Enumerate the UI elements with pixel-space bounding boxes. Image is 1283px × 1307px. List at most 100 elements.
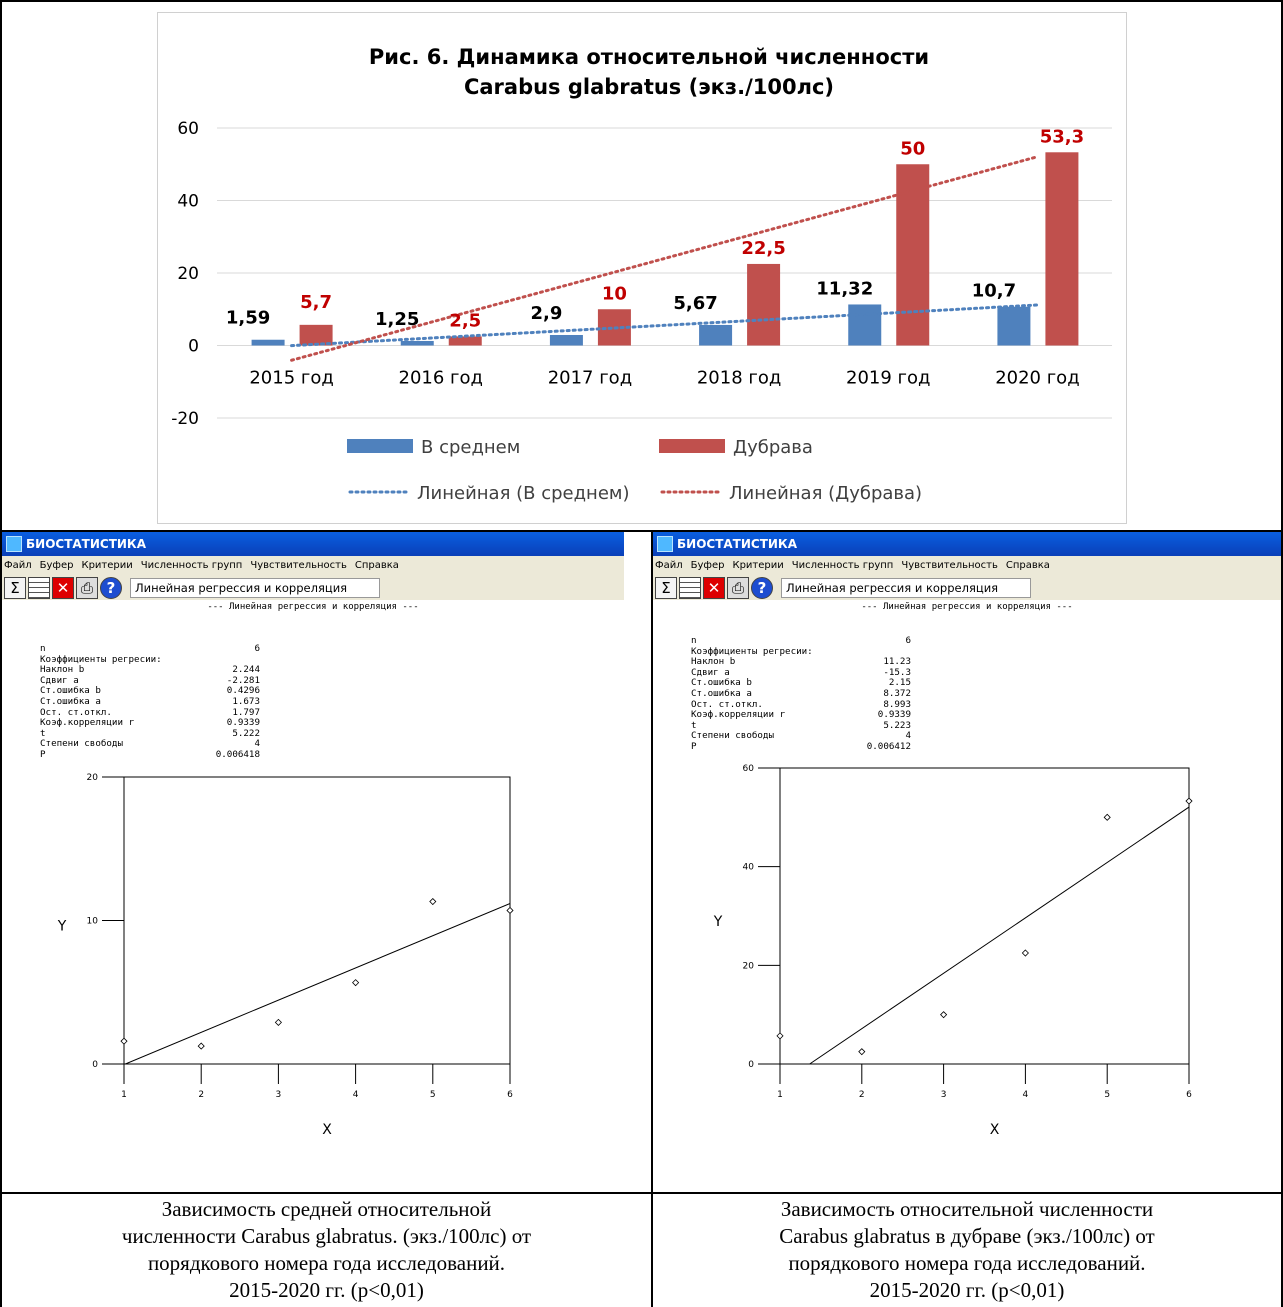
toolbar: Σ ✕ ⎙ ? Линейная регрессия и корреляция <box>2 576 624 600</box>
bar-average <box>699 324 733 346</box>
y-tick-label: 20 <box>743 961 755 971</box>
stat-key: t <box>40 727 46 739</box>
help-icon[interactable]: ? <box>100 577 122 599</box>
menu-criteria[interactable]: Критерии <box>732 560 784 571</box>
stat-row: Ост. ст.откл. 1.797 <box>40 706 260 719</box>
data-label: 1,25 <box>375 309 419 330</box>
caption-line: Carabus glabratus в дубраве (экз./100лс)… <box>779 1224 1155 1248</box>
title-bar: БИОСТАТИСТИКА <box>653 532 1281 556</box>
stat-row: Наклон b 11.23 <box>691 657 911 668</box>
x-tick-label: 3 <box>276 1090 282 1100</box>
x-tick-label: 2 <box>859 1090 865 1100</box>
bar-average <box>400 340 434 346</box>
stat-row: Сдвиг a -2.281 <box>40 675 260 687</box>
data-label: 2,5 <box>449 310 481 331</box>
plot-frame <box>123 776 511 1065</box>
legend-label: Дубрава <box>733 437 813 458</box>
bar-average <box>251 339 285 346</box>
y-tick-label: 20 <box>87 773 99 783</box>
menu-help[interactable]: Справка <box>1005 560 1050 571</box>
table-icon[interactable] <box>28 577 50 599</box>
toolbar: Σ ✕ ⎙ ? Линейная регрессия и корреляция <box>653 576 1281 600</box>
regression-stats: n 6 Коэффициенты регресии: Наклон b 11.23 Сдв… <box>691 635 911 753</box>
stat-value: 1.673 <box>232 695 260 707</box>
stat-value: 4 <box>905 730 911 742</box>
data-label: 50 <box>900 138 925 159</box>
menu-file[interactable]: Файл <box>4 560 32 571</box>
stat-key: t <box>691 719 697 731</box>
caption-line: 2015-2020 гг. (р<0,01) <box>869 1278 1065 1302</box>
menu-sensitivity[interactable]: Чувствительность <box>250 560 347 571</box>
method-field[interactable]: Линейная регрессия и корреляция <box>781 578 1031 598</box>
stat-key: Ост. ст.откл. <box>40 706 112 718</box>
sigma-icon[interactable]: Σ <box>655 577 677 599</box>
y-tick-label: 10 <box>87 917 99 927</box>
stat-value: 2.244 <box>232 664 260 676</box>
data-point <box>506 906 514 915</box>
data-point <box>274 1018 282 1026</box>
regression-line <box>809 806 1190 1065</box>
stat-row: Коэф.корреляции r 0.9339 <box>691 710 911 721</box>
stat-key: Коэф.корреляции r <box>40 717 135 729</box>
menu-file[interactable]: Файл <box>655 560 683 571</box>
stat-row: Ост. ст.откл. 8.993 <box>691 699 911 711</box>
bar-average <box>848 304 882 346</box>
data-label: 2,9 <box>530 303 562 324</box>
chart-title-line-1: Рис. 6. Динамика относительной численнос… <box>369 45 929 69</box>
help-icon[interactable]: ? <box>751 577 773 599</box>
caption-line: Зависимость относительной численности <box>780 1197 1154 1221</box>
category-label: 2015 год <box>249 368 333 389</box>
stat-value: 0.9339 <box>226 717 260 729</box>
menu-sensitivity[interactable]: Чувствительность <box>901 560 998 571</box>
stat-key: n <box>40 643 46 654</box>
data-label: 1,59 <box>226 308 270 329</box>
regression-stats: n 6 Коэффициенты регресии: Наклон b 2.244 Сдв… <box>40 643 260 761</box>
menu-group-size[interactable]: Численность групп <box>140 560 243 571</box>
x-axis-label: X <box>990 1122 1000 1138</box>
delete-icon[interactable]: ✕ <box>52 577 74 599</box>
trendline-oak <box>290 155 1039 362</box>
app-title: БИОСТАТИСТИКА <box>677 537 798 551</box>
caption-left: Зависимость средней относительной числен… <box>2 1196 651 1304</box>
output-header: --- Линейная регрессия и корреляция --- <box>207 602 419 612</box>
legend-swatch <box>659 439 725 453</box>
x-tick-label: 4 <box>353 1090 359 1100</box>
legend-swatch <box>347 439 413 453</box>
data-label: 5,7 <box>300 292 332 313</box>
stat-row: Степени свободы 4 <box>40 739 260 750</box>
menu-bar: Файл Буфер Критерии Численность групп Чу… <box>2 556 624 576</box>
table-icon[interactable] <box>679 577 701 599</box>
stat-value: 5.223 <box>883 719 911 731</box>
category-label: 2020 год <box>995 368 1079 389</box>
stat-key: Степени свободы <box>691 730 774 742</box>
x-tick-label: 3 <box>941 1090 947 1100</box>
menu-buffer[interactable]: Буфер <box>39 560 74 571</box>
y-tick-label: 0 <box>748 1060 754 1070</box>
print-icon[interactable]: ⎙ <box>727 577 749 599</box>
data-point <box>1185 797 1193 805</box>
regression-line <box>125 903 511 1065</box>
category-label: 2019 год <box>846 368 930 389</box>
caption-line: порядкового номера года исследований. <box>788 1251 1146 1275</box>
output-header: --- Линейная регрессия и корреляция --- <box>861 602 1073 612</box>
sigma-icon[interactable]: Σ <box>4 577 26 599</box>
stat-value: 4 <box>254 738 260 750</box>
stat-key: Ст.ошибка a <box>40 695 101 707</box>
menu-criteria[interactable]: Критерии <box>81 560 133 571</box>
stat-key: Коэф.корреляции r <box>691 709 786 721</box>
menu-buffer[interactable]: Буфер <box>690 560 725 571</box>
title-bar: БИОСТАТИСТИКА <box>2 532 624 556</box>
data-point <box>1103 813 1111 821</box>
menu-help[interactable]: Справка <box>354 560 399 571</box>
stat-row: Степени свободы 4 <box>691 731 911 742</box>
delete-icon[interactable]: ✕ <box>703 577 725 599</box>
stat-key: Коэффициенты регресии: <box>40 653 162 665</box>
print-icon[interactable]: ⎙ <box>76 577 98 599</box>
x-tick-label: 5 <box>1104 1090 1110 1100</box>
stat-row: Ст.ошибка a 1.673 <box>40 695 260 708</box>
menu-group-size[interactable]: Численность групп <box>791 560 894 571</box>
stat-key: Наклон b <box>691 656 736 668</box>
method-field[interactable]: Линейная регрессия и корреляция <box>130 578 380 598</box>
